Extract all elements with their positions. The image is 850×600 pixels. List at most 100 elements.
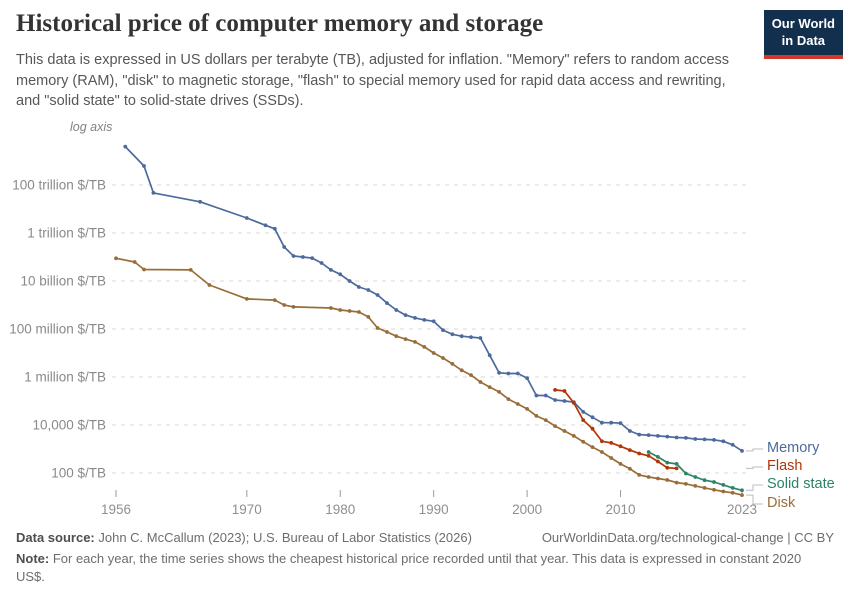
data-point [656,476,660,481]
owid-logo-line1: Our World [771,16,835,31]
footer-note: Note: For each year, the time series sho… [16,550,828,585]
y-axis-label: 1 trillion $/TB [27,226,106,241]
data-point [562,389,567,393]
data-point [319,261,324,265]
data-point [487,385,492,389]
data-point [609,441,614,445]
data-point [506,371,511,376]
legend-item-memory[interactable]: Memory [767,440,820,456]
legend-connector-disk [746,494,763,505]
footer-datasource: Data source: John C. McCallum (2023); U.… [16,530,472,545]
data-point [450,332,455,337]
data-point [702,478,707,483]
data-point [600,420,604,425]
data-point [403,313,408,317]
data-point [385,301,389,305]
data-point [114,256,118,261]
data-point [543,418,548,422]
data-point [684,482,688,486]
data-point [665,434,670,439]
data-point [515,402,520,406]
data-point [646,433,651,437]
legend-item-solid-state[interactable]: Solid state [767,476,835,492]
data-point [581,439,586,444]
data-point [478,336,483,340]
series-line-memory[interactable] [124,145,743,452]
data-point [665,460,670,465]
data-point [571,434,576,438]
data-point [282,245,287,249]
data-point [674,462,679,466]
data-point [609,456,614,460]
data-point [459,334,464,339]
data-point [600,439,604,444]
data-point [553,388,557,392]
footer-attribution: OurWorldinData.org/technological-change … [542,530,834,545]
data-point [422,345,427,349]
data-point [693,484,698,488]
footer-note-label: Note: [16,551,50,566]
data-point [525,407,529,411]
data-point [450,362,455,366]
data-point [487,353,492,358]
legend-connector-solid-state [746,484,763,491]
data-point [628,429,632,433]
data-point [656,455,660,459]
data-point [534,393,539,398]
data-point [282,303,287,307]
data-point [329,306,333,310]
data-point [422,318,427,322]
data-point [646,450,651,454]
data-point [730,442,735,447]
data-point [347,309,352,313]
data-point [712,480,716,484]
data-point [618,421,623,425]
data-point [553,398,557,402]
data-point [413,340,417,344]
data-point [469,335,473,339]
legend-item-flash[interactable]: Flash [767,458,803,474]
y-axis-label: 100 million $/TB [9,322,106,337]
page-title: Historical price of computer memory and … [16,10,544,37]
data-point [702,437,707,442]
data-point [618,462,623,466]
legend-item-disk[interactable]: Disk [767,495,796,511]
data-point [198,199,203,204]
data-point [712,487,716,492]
data-point [674,466,679,471]
data-point [394,308,399,312]
data-point [132,260,137,264]
data-point [385,330,389,334]
x-axis-tick-label: 1956 [101,502,131,517]
y-axis-label: 100 trillion $/TB [12,178,106,193]
data-point [441,328,445,332]
data-point [646,475,651,479]
data-point [665,478,670,482]
data-point [469,373,473,377]
chart-subtitle: This data is expressed in US dollars per… [16,52,730,110]
data-point [684,436,688,440]
data-point [730,486,735,490]
data-point [702,486,707,490]
data-point [600,450,604,454]
data-point [431,319,436,324]
data-point [693,437,698,441]
data-point [310,256,315,260]
footer-link[interactable]: OurWorldinData.org/technological-change [541,530,784,545]
data-point [684,471,688,476]
data-point [291,305,296,309]
data-point [497,370,501,375]
y-axis-label: 10,000 $/TB [32,418,106,433]
data-point [357,285,361,289]
data-point [553,424,557,428]
footer-datasource-text: John C. McCallum (2023); U.S. Bureau of … [94,530,472,545]
data-point [609,420,614,425]
data-point [674,480,679,485]
data-point [730,490,735,495]
data-point [142,164,146,168]
data-point [581,410,586,414]
owid-logo[interactable]: Our World in Data [763,10,843,59]
x-axis-tick-label: 1980 [325,502,355,517]
